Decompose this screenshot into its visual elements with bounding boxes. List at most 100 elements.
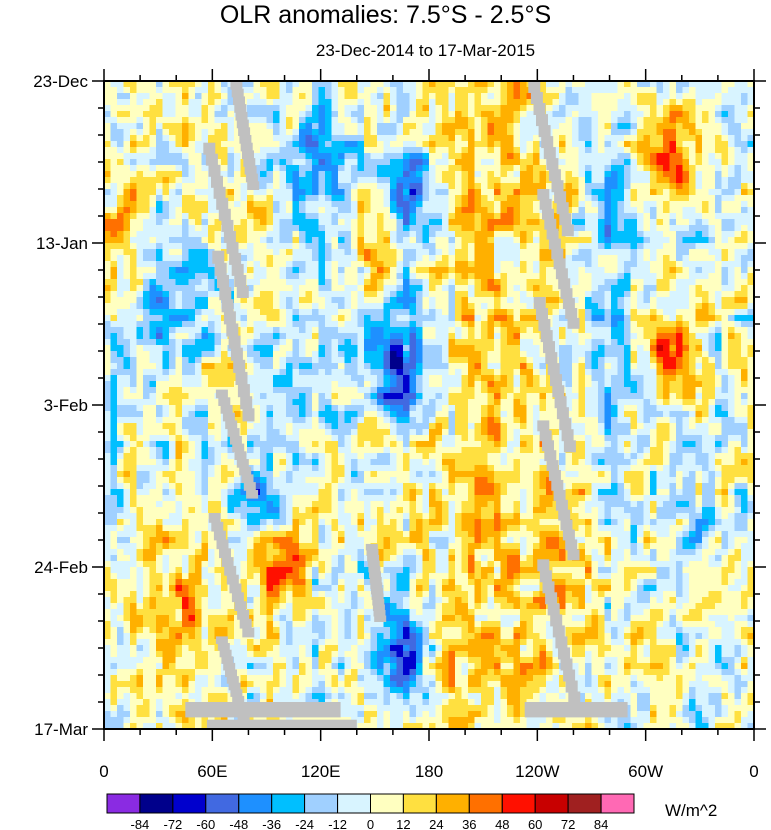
heatmap-cell [195,363,203,370]
heatmap-cell [624,207,632,214]
heatmap-cell [312,315,320,322]
heatmap-cell [474,351,482,358]
heatmap-cell [149,177,157,184]
heatmap-cell [682,351,690,358]
heatmap-cell [383,213,391,220]
heatmap-cell [195,201,203,208]
heatmap-cell [513,207,521,214]
heatmap-cell [448,177,456,184]
heatmap-cell [578,87,586,94]
heatmap-cell [188,363,196,370]
heatmap-cell [663,147,671,154]
heatmap-cell [526,351,534,358]
heatmap-cell [708,123,716,130]
heatmap-cell [110,279,118,286]
heatmap-cell [156,339,164,346]
heatmap-cell [643,177,651,184]
heatmap-cell [292,303,300,310]
heatmap-cell [123,291,131,298]
heatmap-cell [201,345,209,352]
heatmap-cell [110,219,118,226]
heatmap-cell [513,213,521,220]
heatmap-cell [201,303,209,310]
heatmap-cell [747,255,755,262]
heatmap-cell [214,135,222,142]
heatmap-cell [546,105,554,112]
heatmap-cell [331,261,339,268]
heatmap-cell [624,153,632,160]
heatmap-cell [741,141,749,148]
heatmap-cell [351,81,359,88]
heatmap-cell [721,159,729,166]
heatmap-cell [663,231,671,238]
heatmap-cell [624,279,632,286]
heatmap-cell [552,303,560,310]
heatmap-cell [448,315,456,322]
heatmap-cell [487,333,495,340]
heatmap-cell [253,345,261,352]
heatmap-cell [416,243,424,250]
heatmap-cell [221,165,229,172]
heatmap-cell [156,147,164,154]
heatmap-cell [578,291,586,298]
heatmap-cell [409,105,417,112]
heatmap-cell [559,351,567,358]
heatmap-cell [487,207,495,214]
heatmap-cell [552,297,560,304]
heatmap-cell [559,123,567,130]
heatmap-cell [747,219,755,226]
heatmap-cell [455,159,463,166]
heatmap-cell [266,351,274,358]
heatmap-cell [156,375,164,382]
heatmap-cell [728,195,736,202]
heatmap-cell [728,243,736,250]
heatmap-cell [383,321,391,328]
heatmap-cell [617,177,625,184]
heatmap-cell [526,255,534,262]
heatmap-cell [702,237,710,244]
heatmap-cell [247,99,255,106]
heatmap-cell [201,117,209,124]
heatmap-cell [357,165,365,172]
heatmap-cell [643,303,651,310]
heatmap-cell [312,81,320,88]
heatmap-cell [130,309,138,316]
heatmap-cell [487,87,495,94]
heatmap-cell [715,135,723,142]
heatmap-cell [143,273,151,280]
heatmap-cell [338,303,346,310]
heatmap-cell [663,93,671,100]
heatmap-cell [175,339,183,346]
heatmap-cell [240,243,248,250]
heatmap-cell [481,231,489,238]
heatmap-cell [728,357,736,364]
heatmap-cell [214,351,222,358]
heatmap-cell [182,357,190,364]
heatmap-cell [630,315,638,322]
heatmap-cell [565,189,573,196]
heatmap-cell [565,261,573,268]
heatmap-cell [403,225,411,232]
heatmap-cell [474,213,482,220]
heatmap-cell [578,237,586,244]
heatmap-cell [715,81,723,88]
heatmap-cell [195,339,203,346]
heatmap-cell [598,201,606,208]
heatmap-cell [429,165,437,172]
heatmap-cell [344,309,352,316]
heatmap-cell [227,159,235,166]
heatmap-cell [682,267,690,274]
heatmap-cell [247,339,255,346]
heatmap-cell [669,93,677,100]
heatmap-cell [533,129,541,136]
heatmap-cell [585,117,593,124]
heatmap-cell [442,141,450,148]
heatmap-cell [156,177,164,184]
heatmap-cell [357,327,365,334]
heatmap-cell [409,147,417,154]
heatmap-cell [435,123,443,130]
heatmap-cell [383,297,391,304]
heatmap-cell [123,225,131,232]
heatmap-cell [520,141,528,148]
heatmap-cell [143,105,151,112]
